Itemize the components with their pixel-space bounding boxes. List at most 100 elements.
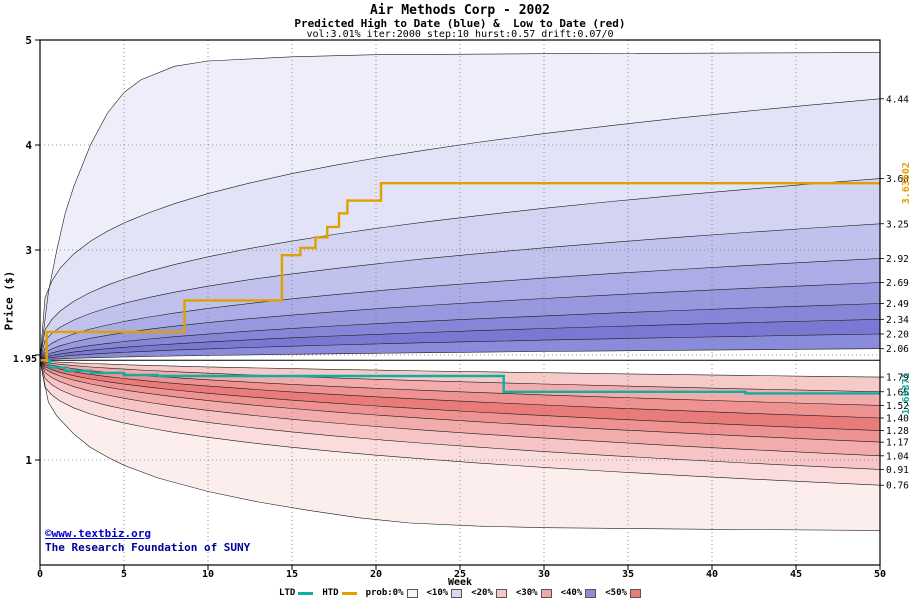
legend-label: <30% bbox=[515, 588, 538, 598]
right-axis-label: 0.91 bbox=[886, 465, 909, 476]
probability-band bbox=[40, 223, 880, 361]
legend-item-40: <40% bbox=[561, 588, 597, 598]
probability-band bbox=[40, 360, 880, 406]
org-name: The Research Foundation of SUNY bbox=[45, 541, 251, 554]
right-axis-label: 2.20 bbox=[886, 330, 909, 341]
legend-color-swatch bbox=[629, 588, 641, 598]
y-tick-label: 1 bbox=[25, 454, 32, 467]
x-tick-label: 35 bbox=[622, 569, 634, 580]
legend-label: <50% bbox=[605, 588, 627, 598]
legend-item-10: <10% bbox=[427, 588, 463, 598]
right-axis-label: 2.06 bbox=[886, 344, 909, 355]
legend-item-prob0: prob:0% bbox=[366, 588, 418, 598]
chart-params: vol:3.01% iter:2000 step:10 hurst:0.57 d… bbox=[306, 29, 614, 40]
right-axis-label: 3.25 bbox=[886, 219, 909, 230]
right-axis-label: 1.40 bbox=[886, 414, 909, 425]
probability-band bbox=[40, 319, 880, 361]
legend-line-swatch bbox=[341, 591, 357, 595]
right-axis-label: 1.04 bbox=[886, 451, 909, 462]
x-tick-label: 45 bbox=[790, 569, 802, 580]
ltd-final-label: 1.63371 bbox=[901, 372, 912, 414]
x-tick-label: 15 bbox=[286, 569, 298, 580]
x-tick-label: 50 bbox=[874, 569, 886, 580]
y-tick-label: 5 bbox=[25, 34, 32, 47]
legend-color-swatch bbox=[451, 588, 463, 598]
probability-band bbox=[40, 258, 880, 361]
legend-label: <40% bbox=[560, 588, 583, 598]
legend-item-20: <20% bbox=[471, 588, 507, 598]
x-tick-label: 10 bbox=[202, 569, 214, 580]
chart-subtitle: Predicted High to Date (blue) & Low to D… bbox=[294, 17, 626, 30]
legend-label: prob:0% bbox=[365, 588, 404, 598]
htd-line bbox=[40, 182, 880, 362]
quantile-curve bbox=[39, 258, 881, 361]
legend-color-swatch bbox=[540, 588, 552, 598]
right-axis-label: 1.17 bbox=[886, 438, 909, 449]
probability-band bbox=[40, 360, 880, 431]
right-axis-label: 2.69 bbox=[886, 278, 909, 289]
legend-label: LTD bbox=[279, 588, 296, 598]
legend-label: <10% bbox=[426, 588, 449, 598]
probability-band bbox=[40, 178, 880, 361]
quantile-curve bbox=[39, 282, 881, 361]
legend-line-swatch bbox=[298, 591, 314, 595]
y-tick-label: 4 bbox=[25, 139, 32, 152]
quantile-curve bbox=[39, 98, 881, 361]
htd-final-label: 3.63602 bbox=[901, 162, 912, 204]
legend-item-htd: HTD bbox=[322, 588, 357, 598]
legend-label: <20% bbox=[471, 588, 493, 598]
probability-band bbox=[40, 52, 880, 361]
probability-band bbox=[40, 303, 880, 361]
x-tick-label: 25 bbox=[454, 569, 466, 580]
legend-color-swatch bbox=[585, 588, 597, 598]
probability-band bbox=[40, 282, 880, 361]
quantile-curve bbox=[39, 303, 881, 361]
x-axis-label: Week bbox=[447, 577, 473, 588]
copyright-link[interactable]: ©www.textbiz.org bbox=[45, 527, 151, 540]
legend-item-50: <50% bbox=[605, 588, 641, 598]
right-axis-label: 1.79 bbox=[886, 373, 909, 384]
quantile-curve bbox=[39, 360, 881, 486]
quantile-curve bbox=[39, 360, 881, 531]
start-price-label: 1.95 bbox=[12, 354, 37, 365]
x-tick-label: 0 bbox=[37, 569, 43, 580]
x-tick-label: 5 bbox=[121, 569, 127, 580]
probability-band bbox=[40, 360, 880, 531]
probability-band bbox=[40, 360, 880, 443]
right-axis-label: 2.92 bbox=[886, 254, 909, 265]
legend-item-ltd: LTD bbox=[279, 588, 314, 598]
quantile-curve bbox=[39, 178, 881, 361]
y-axis-label: Price ($) bbox=[2, 270, 16, 331]
right-axis-label: 1.65 bbox=[886, 387, 909, 398]
right-axis-label: 2.34 bbox=[886, 315, 909, 326]
probability-band bbox=[40, 98, 880, 361]
right-axis-label: 2.49 bbox=[886, 299, 909, 310]
x-tick-label: 30 bbox=[538, 569, 550, 580]
probability-band bbox=[40, 360, 880, 418]
legend-color-swatch bbox=[406, 588, 418, 598]
legend-color-swatch bbox=[495, 588, 507, 598]
chart-title: Air Methods Corp - 2002 bbox=[369, 3, 550, 18]
legend-label: HTD bbox=[322, 588, 339, 598]
x-tick-label: 40 bbox=[706, 569, 718, 580]
quantile-curve bbox=[39, 360, 881, 431]
probability-band bbox=[40, 334, 880, 361]
right-axis-label: 3.68 bbox=[886, 174, 909, 185]
quantile-curve bbox=[39, 360, 881, 457]
ltd-line bbox=[40, 359, 880, 395]
quantile-curve bbox=[39, 333, 881, 361]
x-tick-label: 20 bbox=[370, 569, 382, 580]
quantile-curve bbox=[39, 223, 881, 361]
quantile-curve bbox=[39, 319, 881, 361]
quantile-curve bbox=[39, 360, 881, 378]
right-axis-label: 0.76 bbox=[886, 481, 909, 492]
legend-item-30: <30% bbox=[516, 588, 552, 598]
probability-band bbox=[40, 360, 880, 470]
quantile-curve bbox=[39, 360, 881, 470]
right-axis-label: 1.52 bbox=[886, 401, 909, 412]
quantile-curve bbox=[39, 360, 881, 443]
y-tick-label: 3 bbox=[25, 244, 32, 257]
legend: LTD HTD prob:0% <10% <20% <30% <40% <50% bbox=[0, 588, 920, 598]
quantile-curve bbox=[39, 360, 881, 406]
